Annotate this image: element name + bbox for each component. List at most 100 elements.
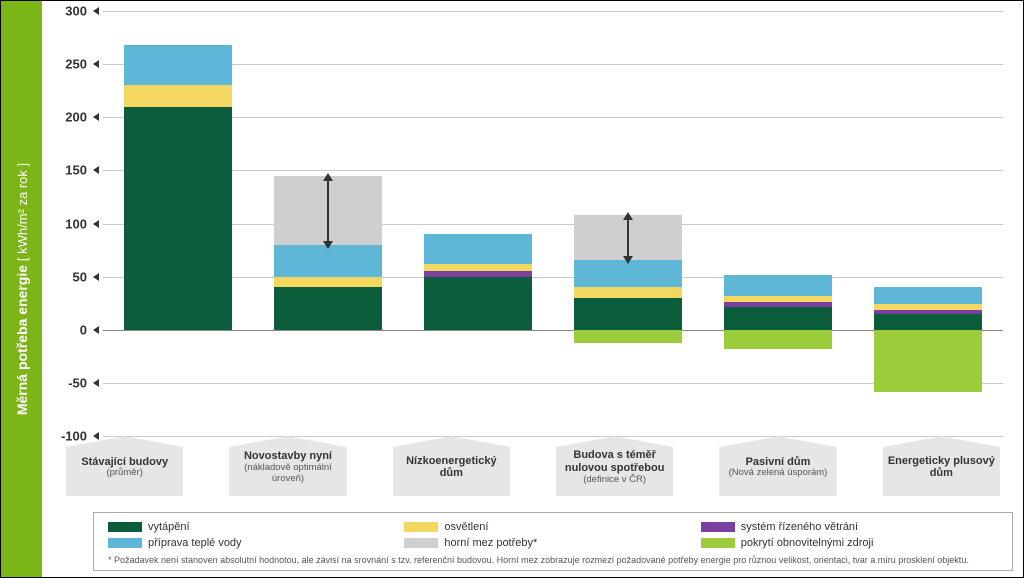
x-label-group: Pasivní dům(Nová zelená úsporám): [719, 436, 837, 496]
y-axis-label: Měrná potřeba energie [ kWh/m² za rok ]: [14, 163, 30, 415]
plot-area: 300250200150100500-50-100: [103, 11, 1003, 436]
legend-swatch-icon: [108, 538, 142, 548]
range-arrow-icon: [627, 218, 629, 257]
legend-swatch-icon: [701, 538, 735, 548]
x-label-house-icon: Energeticky plusový dům: [883, 436, 1001, 496]
legend-box: vytápění osvětlení systém řízeného větrání…: [93, 512, 1013, 571]
y-tick-arrow-icon: [93, 113, 99, 121]
bar-segment-osvetleni: [274, 277, 382, 288]
legend-item: vytápění: [108, 521, 404, 533]
y-tick-label: 0: [80, 322, 103, 337]
y-axis-strip: Měrná potřeba energie [ kWh/m² za rok ]: [1, 1, 43, 577]
bar-segment-osvetleni: [874, 304, 982, 309]
bar-segment-osvetleni: [424, 264, 532, 271]
legend-label: pokrytí obnovitelnými zdroji: [741, 537, 874, 549]
bar-group: [874, 11, 982, 436]
bar-segment-teplavoda: [574, 260, 682, 288]
bar-segment-vytapeni: [724, 307, 832, 330]
grid-line: [103, 277, 1003, 278]
y-tick-arrow-icon: [93, 7, 99, 15]
legend-footnote: * Požadavek není stanoven absolutní hodn…: [108, 555, 998, 566]
y-tick-arrow-icon: [93, 60, 99, 68]
bar-segment-vetrani: [724, 302, 832, 306]
bar-segment-teplavoda: [874, 287, 982, 304]
bar-segment-obnovitelne: [874, 330, 982, 392]
legend-rows: vytápění osvětlení systém řízeného větrání…: [108, 521, 998, 549]
grid-line: [103, 383, 1003, 384]
bar-segment-vytapeni: [874, 314, 982, 330]
bar-segment-obnovitelne: [574, 330, 682, 343]
grid-line: [103, 64, 1003, 65]
x-label-main: Nízkoenergetický dům: [397, 455, 507, 480]
bar-segment-vytapeni: [124, 107, 232, 330]
bar-segment-teplavoda: [274, 245, 382, 277]
legend-label: příprava teplé vody: [148, 537, 242, 549]
main-area: 300250200150100500-50-100 Stávající budo…: [43, 1, 1023, 577]
x-label-house-icon: Stávající budovy(průměr): [66, 436, 184, 496]
x-label-group: Novostavby nyní(nákladově optimální úrov…: [229, 436, 347, 496]
y-tick-arrow-icon: [93, 220, 99, 228]
chart-frame: Měrná potřeba energie [ kWh/m² za rok ] …: [0, 0, 1024, 578]
y-tick-arrow-icon: [93, 379, 99, 387]
bar-group: [724, 11, 832, 436]
bar-segment-teplavoda: [424, 234, 532, 264]
x-label-group: Stávající budovy(průměr): [66, 436, 184, 496]
bar-segment-vytapeni: [274, 287, 382, 330]
bar-segment-vetrani: [424, 271, 532, 276]
y-axis-label-main: Měrná potřeba energie: [14, 265, 30, 415]
x-label-group: Nízkoenergetický dům: [393, 436, 511, 496]
bar-segment-vytapeni: [574, 298, 682, 330]
bar-group: [574, 11, 682, 436]
y-axis-label-unit: [ kWh/m² za rok ]: [15, 163, 30, 261]
legend-label: systém řízeného větrání: [741, 521, 858, 533]
legend-row: příprava teplé vody horní mez potřeby* pok…: [108, 537, 998, 549]
x-label-sub: (definice v ČR): [583, 475, 646, 485]
legend-item: příprava teplé vody: [108, 537, 404, 549]
legend-label: vytápění: [148, 521, 190, 533]
y-tick-arrow-icon: [93, 326, 99, 334]
legend-item: systém řízeného větrání: [701, 521, 997, 533]
bar-group: [274, 11, 382, 436]
bar-segment-osvetleni: [724, 296, 832, 302]
y-tick-arrow-icon: [93, 273, 99, 281]
chart-wrap: 300250200150100500-50-100: [43, 1, 1023, 436]
legend-label: horní mez potřeby*: [444, 537, 537, 549]
x-label-sub: (Nová zelená úsporám): [729, 468, 828, 478]
bar-segment-teplavoda: [724, 275, 832, 296]
legend-swatch-icon: [404, 522, 438, 532]
legend-item: horní mez potřeby*: [404, 537, 700, 549]
legend-swatch-icon: [108, 522, 142, 532]
grid-line: [103, 170, 1003, 171]
bar-segment-vetrani: [874, 310, 982, 314]
x-label-sub: (nákladově optimální úroveň): [233, 463, 343, 484]
x-label-main: Budova s téměř nulovou spotřebou: [560, 449, 670, 474]
legend-item: osvětlení: [404, 521, 700, 533]
range-arrow-icon: [327, 179, 329, 243]
legend-label: osvětlení: [444, 521, 488, 533]
x-label-house-icon: Novostavby nyní(nákladově optimální úrov…: [229, 436, 347, 496]
grid-line: [103, 330, 1003, 331]
legend-item: pokrytí obnovitelnými zdroji: [701, 537, 997, 549]
bar-segment-obnovitelne: [724, 330, 832, 349]
legend-swatch-icon: [701, 522, 735, 532]
bar-group: [124, 11, 232, 436]
x-label-house-icon: Pasivní dům(Nová zelená úsporám): [719, 436, 837, 496]
bar-segment-teplavoda: [124, 45, 232, 85]
legend-row: vytápění osvětlení systém řízeného větrání: [108, 521, 998, 533]
y-tick-arrow-icon: [93, 166, 99, 174]
x-label-house-icon: Budova s téměř nulovou spotřebou(definic…: [556, 436, 674, 496]
grid-line: [103, 224, 1003, 225]
x-axis-labels: Stávající budovy(průměr) Novostavby nyní(…: [43, 436, 1023, 508]
x-label-group: Energeticky plusový dům: [883, 436, 1001, 496]
grid-line: [103, 117, 1003, 118]
x-label-sub: (průměr): [106, 468, 142, 478]
x-label-main: Energeticky plusový dům: [887, 455, 997, 480]
x-label-house-icon: Nízkoenergetický dům: [393, 436, 511, 496]
x-label-group: Budova s téměř nulovou spotřebou(definic…: [556, 436, 674, 496]
legend-swatch-icon: [404, 538, 438, 548]
grid-line: [103, 11, 1003, 12]
bar-segment-osvetleni: [574, 287, 682, 298]
bar-group: [424, 11, 532, 436]
bar-segment-osvetleni: [124, 85, 232, 106]
bar-segment-vytapeni: [424, 277, 532, 330]
